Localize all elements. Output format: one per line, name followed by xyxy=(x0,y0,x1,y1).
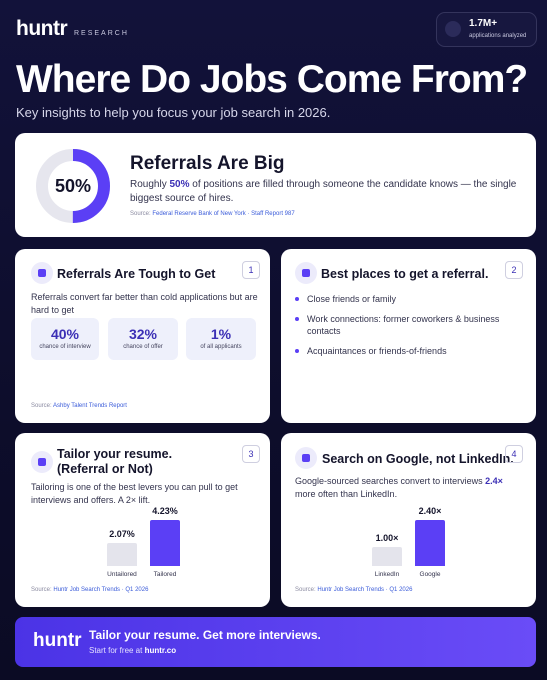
card-source: Source: Huntr Job Search Trends · Q1 202… xyxy=(31,587,148,593)
card-number: 4 xyxy=(505,445,523,463)
stat-label: chance of offer xyxy=(123,344,163,350)
text: Start for free at xyxy=(89,646,145,655)
bar xyxy=(415,520,445,566)
text-bold: 50% xyxy=(169,179,190,190)
heading-line: (Referral or Not) xyxy=(57,462,153,476)
bar-category-label: Tailored xyxy=(153,571,177,578)
hero-text: Roughly 50% of positions are filled thro… xyxy=(130,178,525,206)
stat-box: 40% chance of interview xyxy=(31,318,99,360)
logo: huntr xyxy=(16,17,68,40)
source-prefix: Source: xyxy=(31,403,54,409)
card-source: Source: Ashby Talent Trends Report xyxy=(31,403,127,409)
bar xyxy=(107,543,137,566)
card-text: Google-sourced searches convert to inter… xyxy=(295,475,525,501)
bar xyxy=(372,546,402,566)
bar-value-label: 4.23% xyxy=(152,506,178,516)
bullet: Close friends or family xyxy=(295,293,515,305)
banner-heading: Tailor your resume. Get more interviews. xyxy=(89,628,321,642)
donut: 50% xyxy=(36,149,110,223)
card-4: Search on Google, not LinkedIn. 4 Google… xyxy=(281,433,536,607)
banner-text: Start for free at huntr.co xyxy=(89,646,176,655)
card-text: Referrals convert far better than cold a… xyxy=(31,292,258,315)
card-number: 3 xyxy=(242,445,260,463)
bullet-list: Close friends or family Work connections… xyxy=(295,293,515,357)
bar-category-label: LinkedIn xyxy=(374,571,400,578)
source: Ashby Talent Trends Report xyxy=(53,403,127,409)
subtitle: Key insights to help you focus your job … xyxy=(16,105,331,120)
banner: huntr Tailor your resume. Get more inter… xyxy=(15,617,536,667)
source: Federal Reserve Bank of New York · Staff… xyxy=(152,211,295,217)
hero-card: 50% Referrals Are Big Roughly 50% of pos… xyxy=(15,133,536,237)
text-bold: 2.4× xyxy=(485,476,503,486)
bar xyxy=(150,520,180,566)
card-3: Tailor your resume. (Referral or Not) 3 T… xyxy=(15,433,270,607)
card-text: Tailoring is one of the best levers you … xyxy=(31,482,238,505)
card-number: 1 xyxy=(242,261,260,279)
stat-label: applications analyzed xyxy=(469,33,527,39)
hero-heading: Referrals Are Big xyxy=(130,153,285,174)
stat-value: 1% xyxy=(210,326,232,342)
stat-label: of all applicants xyxy=(200,344,242,350)
icon xyxy=(295,262,317,284)
heading-line: Tailor your resume. xyxy=(57,447,173,461)
source-prefix: Source: xyxy=(295,587,318,593)
icon xyxy=(31,262,53,284)
card-source: Source: Huntr Job Search Trends · Q1 202… xyxy=(295,587,412,593)
stat-pill: 1.7M+ applications analyzed xyxy=(436,12,537,47)
bar-category-label: Google xyxy=(419,571,441,578)
bar-value-label: 1.00× xyxy=(375,532,399,543)
stat-label: chance of interview xyxy=(39,344,91,350)
stat-icon xyxy=(445,21,461,37)
card-heading: Referrals Are Tough to Get xyxy=(57,267,216,281)
source: Huntr Job Search Trends · Q1 2026 xyxy=(53,587,149,593)
card-heading: Best places to get a referral. xyxy=(321,267,489,281)
text: Roughly xyxy=(130,179,170,190)
stat-value: 1.7M+ xyxy=(469,18,498,29)
source-prefix: Source: xyxy=(31,587,54,593)
card-number: 2 xyxy=(505,261,523,279)
stat-box: 32% chance of offer xyxy=(108,318,178,360)
stat-box: 1% of all applicants xyxy=(186,318,256,360)
text: Google-sourced searches convert to inter… xyxy=(295,476,486,486)
stat-value: 32% xyxy=(128,326,158,342)
icon xyxy=(31,451,53,473)
card-heading: Tailor your resume. (Referral or Not) xyxy=(57,447,172,477)
bar-category-label: Untailored xyxy=(107,571,137,578)
card-heading: Search on Google, not LinkedIn. xyxy=(322,452,514,466)
bullet: Acquaintances or friends-of-friends xyxy=(295,345,515,357)
icon xyxy=(295,447,317,469)
text: of positions are filled through someone … xyxy=(130,179,517,204)
hero-source: Source: Federal Reserve Bank of New York… xyxy=(130,211,295,217)
logo-sub: RESEARCH xyxy=(74,30,129,37)
bar-value-label: 2.40× xyxy=(418,506,442,516)
card-1: Referrals Are Tough to Get 1 Referrals c… xyxy=(15,249,270,423)
source-prefix: Source: xyxy=(130,211,153,217)
bar-value-label: 2.07% xyxy=(109,529,135,540)
donut-arc xyxy=(36,149,110,223)
text: more often than LinkedIn. xyxy=(295,489,398,499)
text-bold: huntr.co xyxy=(144,646,177,655)
donut-label: 50% xyxy=(55,176,91,196)
title: Where Do Jobs Come From? xyxy=(16,58,528,101)
banner-logo: huntr xyxy=(33,630,82,651)
card-2: Best places to get a referral. 2 Close f… xyxy=(281,249,536,423)
bullet: Work connections: former coworkers & bus… xyxy=(295,313,515,337)
stat-value: 40% xyxy=(50,326,80,342)
source: Huntr Job Search Trends · Q1 2026 xyxy=(317,587,413,593)
